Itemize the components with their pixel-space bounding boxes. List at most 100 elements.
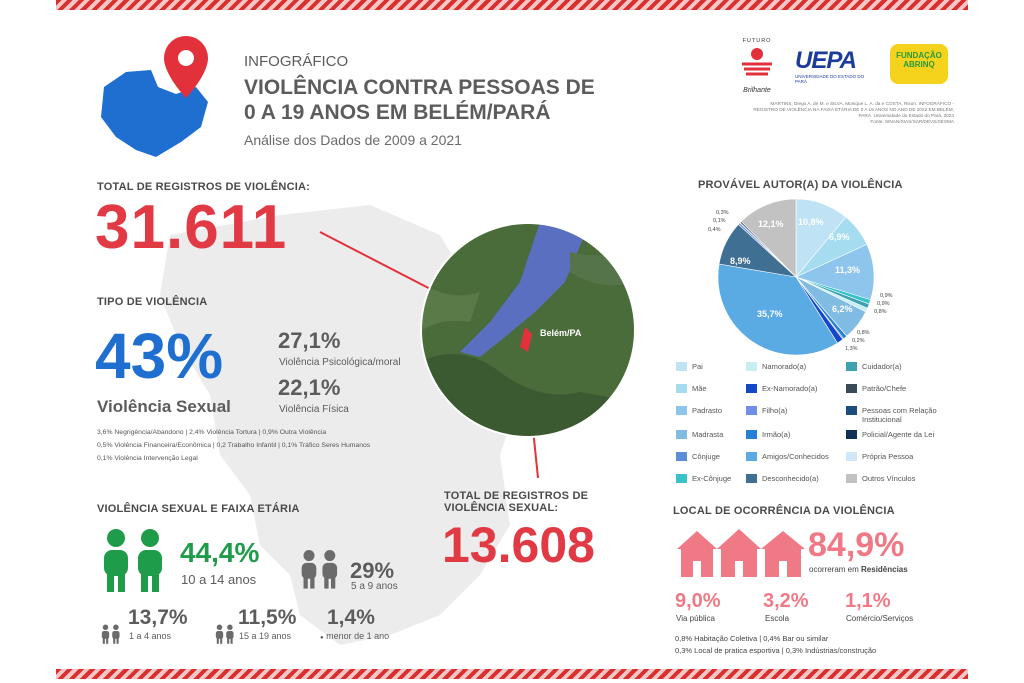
legend-item: Desconhecido(a) xyxy=(746,474,842,483)
legend-swatch xyxy=(676,474,687,483)
title-line-1: VIOLÊNCIA CONTRA PESSOAS DE xyxy=(244,76,595,99)
futuro-logo-script-text: Brilhante xyxy=(743,87,771,94)
autor-label: PROVÁVEL AUTOR(A) DA VIOLÊNCIA xyxy=(698,179,903,191)
other-types-line-3: 0,1% Violência Intervenção Legal xyxy=(97,455,198,462)
citation-line-3: PARÁ. Universidade do Estado do Pará, 20… xyxy=(858,113,954,118)
futuro-logo-symbol xyxy=(742,48,772,76)
futuro-brilhante-logo: FUTURO Brilhante xyxy=(728,38,786,96)
legend-item: Ex-Namorado(a) xyxy=(746,384,842,393)
age-1-4-percent: 13,7% xyxy=(128,606,188,629)
legend-label: Padrasto xyxy=(692,406,723,415)
legend-label: Mãe xyxy=(692,384,707,393)
pie-label-right-2: 0,9% xyxy=(877,301,890,307)
local-notes: 0,8% Habitação Coletiva | 0,4% Bar ou si… xyxy=(675,633,876,657)
page-subtitle: Análise dos Dados de 2009 a 2021 xyxy=(244,132,462,148)
physical-percent: 22,1% xyxy=(278,375,341,400)
map-city-label: Belém/PA xyxy=(540,328,582,338)
legend-item: Amigos/Conhecidos xyxy=(746,452,842,461)
legend-item: Própria Pessoa xyxy=(846,452,956,461)
legend-swatch xyxy=(746,474,757,483)
legend-item: Ex-Cônjuge xyxy=(676,474,772,483)
sexual-total-label-line1: TOTAL DE REGISTROS DE xyxy=(444,490,589,502)
legend-label: Cônjuge xyxy=(692,452,720,461)
uepa-logo-subtext: UNIVERSIDADE DO ESTADO DO PARÁ xyxy=(795,74,865,84)
age-10-14-label: 10 a 14 anos xyxy=(181,572,257,587)
citation-line-4: Fonte: SINAN/SIAS/SAR/DEVS/SESMA xyxy=(870,119,954,124)
residencias-percent: 84,9% xyxy=(808,526,905,564)
sexual-total-value: 13.608 xyxy=(442,517,595,573)
belem-satellite-map xyxy=(420,222,636,438)
legend-item: Cônjuge xyxy=(676,452,772,461)
psychological-label: Violência Psicológica/moral xyxy=(279,357,401,368)
para-map-pin-icon xyxy=(101,36,208,157)
legend-label: Namorado(a) xyxy=(762,362,807,371)
age-under-1-label-text: menor de 1 ano xyxy=(326,631,390,641)
residencias-label: ocorreram em Residências xyxy=(809,565,908,574)
legend-label: Ex-Cônjuge xyxy=(692,474,732,483)
pie-label-small-1: 0,3% xyxy=(716,210,729,216)
legend-swatch xyxy=(846,452,857,461)
legend-item: Patrão/Chefe xyxy=(846,384,956,393)
legend-label: Ex-Namorado(a) xyxy=(762,384,818,393)
legend-label: Cuidador(a) xyxy=(862,362,902,371)
children-group-icon-large xyxy=(104,529,162,592)
legend-label: Filho(a) xyxy=(762,406,788,415)
legend-swatch xyxy=(846,362,857,371)
pie-label-bottom-3: 1,3% xyxy=(845,346,858,352)
pie-label-madrasta: 6,2% xyxy=(832,304,853,314)
pie-label-small-3: 0,4% xyxy=(708,227,721,233)
page-title: VIOLÊNCIA CONTRA PESSOAS DE 0 A 19 ANOS … xyxy=(244,75,595,125)
legend-swatch xyxy=(676,406,687,415)
legend-swatch xyxy=(746,406,757,415)
citation-line-1: MARTINS, Diego A. de M. e SILVA, Monique… xyxy=(770,101,954,106)
citation: MARTINS, Diego A. de M. e SILVA, Monique… xyxy=(726,101,954,125)
legend-swatch xyxy=(746,384,757,393)
abrinq-logo: FUNDAÇÃO ABRINQ xyxy=(890,44,948,84)
children-icon-small-1 xyxy=(101,624,120,644)
escola-label: Escola xyxy=(765,614,790,623)
pie-label-bottom-1: 0,8% xyxy=(857,330,870,336)
total-label: TOTAL DE REGISTROS DE VIOLÊNCIA: xyxy=(97,181,310,193)
age-10-14-percent: 44,4% xyxy=(180,537,260,568)
legend-label: Patrão/Chefe xyxy=(862,384,907,393)
legend-item: Namorado(a) xyxy=(746,362,842,371)
pie-label-desconhecido: 8,9% xyxy=(730,256,751,266)
pie-label-bottom-2: 0,2% xyxy=(852,338,865,344)
other-types-line-2: 0,5% Violência Financeira/Econômica | 0,… xyxy=(97,442,371,449)
futuro-logo-top-text: FUTURO xyxy=(742,38,772,44)
sexual-violence-label: Violência Sexual xyxy=(97,397,231,416)
legend-swatch xyxy=(846,430,857,439)
psychological-percent: 27,1% xyxy=(278,328,341,353)
faixa-label: VIOLÊNCIA SEXUAL E FAIXA ETÁRIA xyxy=(97,503,300,515)
pie-label-right-1: 0,9% xyxy=(880,293,893,299)
legend-item: Outros Vínculos xyxy=(846,474,956,483)
via-publica-label: Via pública xyxy=(676,614,715,623)
legend-item: Pessoas com Relação Institucional xyxy=(846,406,956,424)
pie-label-right-3: 0,8% xyxy=(874,309,887,315)
legend-item: Policial/Agente da Lei xyxy=(846,430,956,439)
baby-icon: ● xyxy=(320,635,324,641)
comercio-percent: 1,1% xyxy=(845,590,891,612)
pie-slice xyxy=(740,198,797,278)
physical-label: Violência Física xyxy=(279,404,349,415)
pie-label-padrasto: 11,3% xyxy=(835,265,861,275)
legend-swatch xyxy=(846,474,857,483)
escola-percent: 3,2% xyxy=(763,590,809,612)
age-under-1-label: ● menor de 1 ano xyxy=(320,631,389,641)
pie-label-pai: 10,8% xyxy=(798,217,824,227)
tipo-label: TIPO DE VIOLÊNCIA xyxy=(97,296,208,308)
legend-swatch xyxy=(746,362,757,371)
sexual-total-label: TOTAL DE REGISTROS DE VIOLÊNCIA SEXUAL: xyxy=(444,490,588,514)
bottom-pattern-band xyxy=(56,669,968,679)
legend-item: Pai xyxy=(676,362,772,371)
other-types-line-1: 3,6% Negrigência/Abandono | 2,4% Violênc… xyxy=(97,429,327,436)
autor-pie-chart xyxy=(717,198,875,356)
legend-item: Padrasto xyxy=(676,406,772,415)
legend-item: Madrasta xyxy=(676,430,772,439)
pie-slice xyxy=(717,263,838,356)
legend-item: Filho(a) xyxy=(746,406,842,415)
pie-label-mae: 6,9% xyxy=(829,232,850,242)
children-icon-small-2 xyxy=(215,624,234,644)
legend-swatch xyxy=(746,430,757,439)
